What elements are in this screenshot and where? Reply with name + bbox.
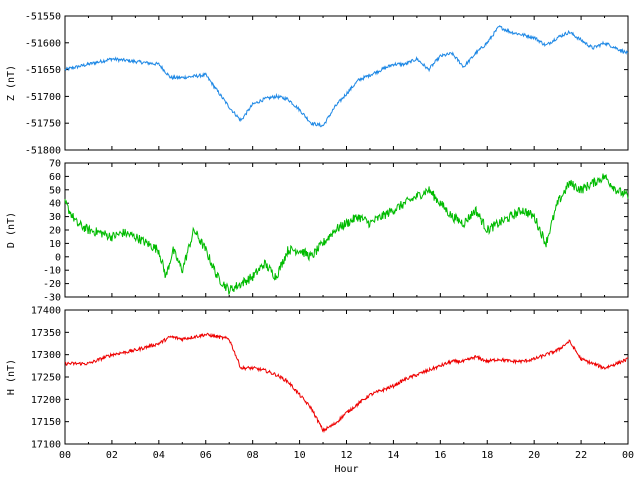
z-ytick-label: -51700 [25, 92, 61, 103]
z-ytick-label: -51600 [25, 38, 61, 49]
d-ytick-label: -10 [43, 266, 61, 277]
x-tick-label: 10 [294, 450, 306, 461]
d-series-line [64, 173, 629, 295]
d-ytick-label: 40 [49, 199, 61, 210]
x-tick-label: 18 [481, 450, 493, 461]
h-ytick-label: 17300 [31, 350, 61, 361]
z-ytick-label: -51750 [25, 119, 61, 130]
z-plot-frame [64, 15, 629, 151]
z-series-line [64, 24, 629, 128]
h-ytick-label: 17350 [31, 328, 61, 339]
d-ytick-label: -20 [43, 279, 61, 290]
d-ylabel: D (nT) [6, 212, 17, 248]
h-ytick-label: 17150 [31, 417, 61, 428]
d-ytick-label: 20 [49, 226, 61, 237]
x-tick-label: 08 [247, 450, 259, 461]
x-tick-label: 16 [434, 450, 446, 461]
d-ytick-label: 70 [49, 159, 61, 170]
x-tick-label: 02 [106, 450, 118, 461]
d-ytick-label: -30 [43, 293, 61, 304]
h-ytick-label: 17400 [31, 306, 61, 317]
x-tick-label: 12 [340, 450, 352, 461]
h-series-line [64, 332, 629, 434]
x-tick-label: 22 [575, 450, 587, 461]
x-tick-label: 04 [153, 450, 165, 461]
d-ytick-label: 30 [49, 212, 61, 223]
x-tick-label: 06 [200, 450, 212, 461]
h-ytick-label: 17250 [31, 373, 61, 384]
x-tick-label: 14 [387, 450, 399, 461]
h-ytick-label: 17100 [31, 440, 61, 451]
d-ytick-label: 0 [55, 252, 61, 263]
d-ytick-label: 50 [49, 185, 61, 196]
x-tick-label: 00 [622, 450, 634, 461]
d-ytick-label: 60 [49, 172, 61, 183]
z-ytick-label: -51800 [25, 146, 61, 157]
z-ylabel: Z (nT) [6, 65, 17, 101]
d-ytick-label: 10 [49, 239, 61, 250]
d-plot-frame [64, 162, 629, 298]
x-axis-label: Hour [334, 464, 358, 475]
h-ytick-label: 17200 [31, 395, 61, 406]
x-tick-label: 20 [528, 450, 540, 461]
z-ytick-label: -51650 [25, 65, 61, 76]
h-plot-frame [64, 309, 629, 445]
x-tick-label: 00 [59, 450, 71, 461]
z-ytick-label: -51550 [25, 12, 61, 23]
h-ylabel: H (nT) [6, 359, 17, 395]
